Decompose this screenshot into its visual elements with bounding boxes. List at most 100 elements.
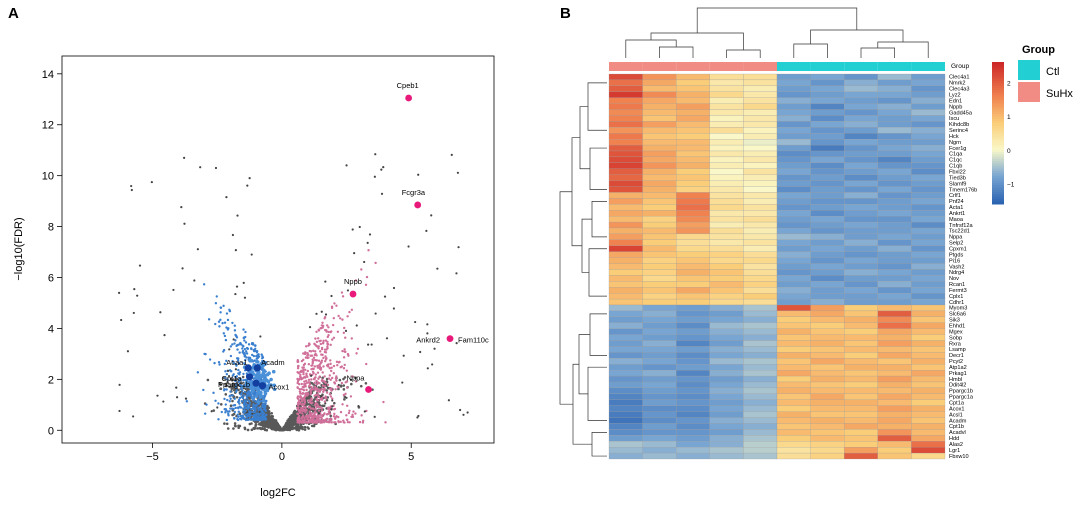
heatmap-cell bbox=[877, 399, 912, 406]
up-point bbox=[329, 418, 332, 422]
up-point bbox=[298, 383, 301, 386]
heatmap-cell bbox=[810, 352, 845, 359]
up-point bbox=[365, 275, 369, 279]
row-label: Slamf9 bbox=[949, 181, 966, 187]
up-point bbox=[314, 350, 317, 353]
heatmap-cell bbox=[608, 370, 643, 377]
down-point bbox=[242, 379, 245, 382]
heatmap-cell bbox=[877, 216, 912, 223]
heatmap-cell bbox=[676, 115, 710, 122]
heatmap-cell bbox=[776, 364, 811, 371]
down-point bbox=[258, 395, 263, 400]
heatmap-cell bbox=[877, 251, 912, 258]
heatmap-cell bbox=[810, 405, 845, 412]
heatmap-cell bbox=[676, 435, 710, 442]
heatmap-cell bbox=[743, 322, 778, 329]
heatmap-cell bbox=[642, 156, 677, 163]
outlier-point bbox=[132, 311, 135, 315]
heatmap-cell bbox=[608, 174, 643, 181]
row-label: Pnf24 bbox=[949, 199, 964, 205]
heatmap-cell bbox=[743, 310, 778, 317]
down-point bbox=[214, 302, 218, 305]
down-point bbox=[255, 350, 259, 353]
down-point bbox=[261, 370, 266, 375]
heatmap-cell bbox=[608, 281, 643, 288]
up-point bbox=[315, 359, 319, 362]
up-point bbox=[297, 414, 301, 418]
row-label: Acadvl bbox=[949, 430, 966, 436]
up-point bbox=[335, 375, 338, 378]
y-tick-label: 8 bbox=[48, 222, 54, 234]
heatmap-cell bbox=[877, 405, 912, 412]
heatmap-cell bbox=[844, 239, 878, 246]
down-point bbox=[263, 391, 268, 396]
up-point bbox=[364, 283, 368, 286]
heatmap-cell bbox=[911, 387, 946, 394]
outlier-point bbox=[392, 286, 396, 290]
down-point bbox=[222, 389, 226, 392]
up-point bbox=[330, 338, 334, 341]
down-point bbox=[222, 304, 225, 308]
heatmap-cell bbox=[844, 304, 878, 312]
down-point bbox=[204, 352, 207, 356]
colorbar-segment bbox=[992, 147, 1004, 151]
heatmap-cell bbox=[810, 192, 845, 199]
ns-point bbox=[289, 427, 293, 430]
up-point bbox=[355, 352, 358, 355]
heatmap-cell bbox=[743, 121, 778, 128]
down-point bbox=[238, 371, 242, 374]
heatmap-cell bbox=[676, 198, 710, 205]
heatmap-cell bbox=[709, 91, 744, 98]
outlier-point bbox=[455, 342, 458, 345]
up-point bbox=[304, 393, 307, 396]
row-label: Pcyt2 bbox=[949, 359, 963, 365]
heatmap-cell bbox=[844, 269, 878, 276]
annotation-cell bbox=[844, 62, 878, 71]
up-point bbox=[350, 337, 353, 340]
up-point bbox=[327, 407, 330, 411]
up-point bbox=[345, 414, 348, 417]
outlier-point bbox=[426, 323, 429, 326]
up-point bbox=[324, 360, 327, 363]
heatmap-cell bbox=[844, 334, 878, 341]
down-point bbox=[218, 325, 221, 328]
heatmap-cell bbox=[911, 370, 946, 377]
up-point bbox=[360, 414, 363, 417]
heatmap-cell bbox=[743, 85, 778, 92]
heatmap-cell bbox=[844, 121, 878, 128]
down-point bbox=[245, 352, 249, 355]
heatmap-cell bbox=[743, 133, 778, 140]
heatmap-cell bbox=[776, 150, 811, 158]
down-point bbox=[235, 344, 238, 348]
up-point bbox=[302, 388, 305, 391]
heatmap-cell bbox=[844, 210, 878, 217]
heatmap-cell bbox=[709, 79, 744, 86]
ns-point bbox=[354, 376, 357, 380]
heatmap-cell bbox=[676, 405, 710, 412]
heatmap-cell bbox=[776, 221, 811, 229]
heatmap-cell bbox=[608, 269, 643, 276]
outlier-point bbox=[238, 391, 241, 394]
heatmap-cell bbox=[810, 204, 845, 211]
row-label: Hmbl bbox=[949, 377, 962, 383]
heatmap-cell bbox=[776, 192, 811, 199]
row-label: Selp2 bbox=[949, 241, 963, 247]
outlier-point bbox=[120, 318, 123, 322]
outlier-point bbox=[232, 338, 235, 341]
row-label: Atp1a2 bbox=[949, 365, 967, 371]
heatmap-cell bbox=[642, 144, 677, 152]
up-point bbox=[306, 352, 309, 355]
ns-point bbox=[270, 425, 274, 429]
heatmap-cell bbox=[810, 447, 845, 454]
heatmap-cell bbox=[844, 91, 878, 98]
down-point bbox=[214, 322, 217, 326]
up-point bbox=[301, 419, 304, 423]
down-point bbox=[233, 397, 236, 400]
row-label: Tied3b bbox=[949, 175, 966, 181]
heatmap-cell bbox=[608, 423, 643, 430]
up-point bbox=[331, 376, 334, 380]
heatmap-cell bbox=[844, 381, 878, 389]
colorbar-segment bbox=[992, 85, 1004, 89]
heatmap-cell bbox=[608, 322, 643, 329]
heatmap-cell bbox=[810, 174, 845, 181]
